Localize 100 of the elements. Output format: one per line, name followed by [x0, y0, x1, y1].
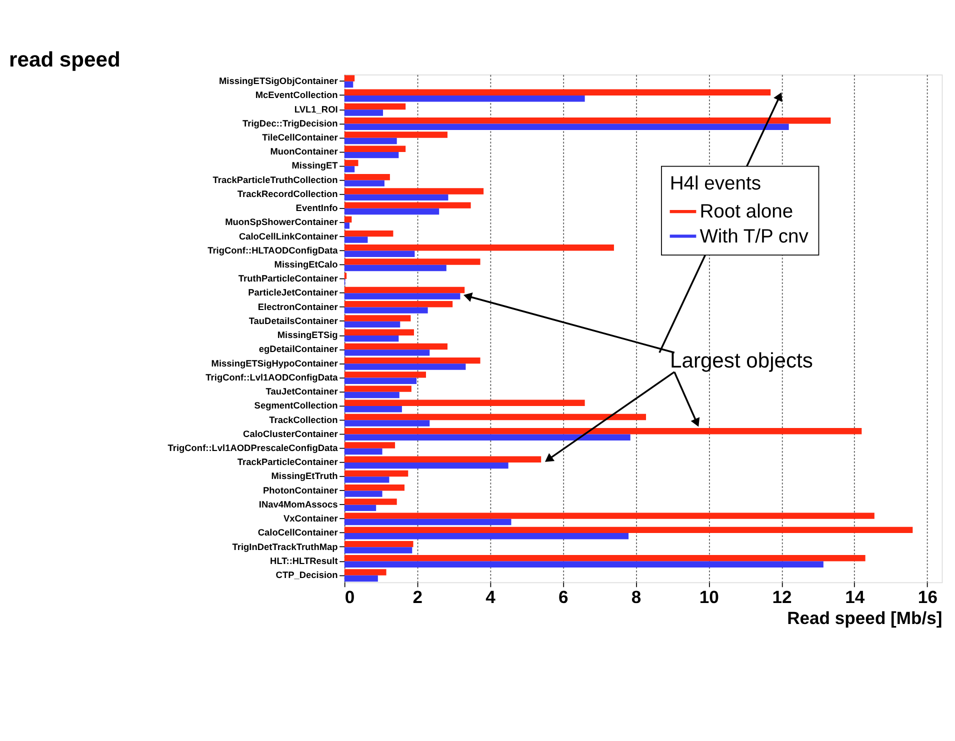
y-tick-label: TrackParticleContainer [237, 457, 338, 468]
bar [344, 400, 585, 406]
bar [344, 561, 824, 568]
bar [344, 569, 386, 576]
bar [344, 512, 874, 519]
y-tick-label: TrigConf::HLTAODConfigData [208, 245, 339, 256]
y-tick-label: MissingETSigObjContainer [218, 76, 338, 86]
bar [344, 103, 406, 110]
bar [344, 286, 465, 294]
bar [344, 406, 402, 412]
y-tick-label: CaloCellLinkContainer [238, 231, 338, 242]
bar [344, 250, 415, 257]
y-tick-label: CaloClusterContainer [243, 428, 338, 439]
bar [344, 160, 358, 166]
y-tick-label: MuonSpShowerContainer [225, 217, 338, 228]
bar [344, 504, 376, 512]
bar [344, 540, 414, 548]
bar [344, 526, 913, 534]
bar [344, 216, 352, 223]
bar [344, 293, 460, 300]
bar [344, 89, 771, 96]
bar [344, 420, 430, 426]
bar [344, 194, 448, 201]
y-tick-label: TileCellContainer [262, 132, 338, 142]
bar [344, 146, 406, 152]
y-tick-label: TrigInDetTrackTruthMap [232, 542, 338, 552]
bar [344, 518, 512, 526]
x-tick-label: 8 [631, 586, 642, 607]
bar [344, 434, 630, 440]
bar [344, 166, 355, 172]
y-tick-label: egDetailContainer [258, 344, 338, 354]
y-tick-label: CaloCellContainer [258, 528, 338, 538]
bar [344, 350, 430, 356]
x-axis-title: Read speed [Mb/s] [787, 608, 942, 628]
x-tick-label: 6 [558, 586, 569, 607]
bar [344, 75, 355, 82]
bar [344, 470, 408, 477]
bar [344, 498, 397, 505]
y-tick-label: PhotonContainer [263, 485, 338, 496]
y-tick-label: SegmentCollection [254, 400, 338, 411]
bar [344, 152, 399, 158]
bar [344, 392, 400, 398]
y-tick-label: TrackRecordCollection [237, 188, 338, 199]
bar [344, 329, 414, 336]
bar [344, 307, 428, 314]
bar [344, 258, 480, 265]
bar [344, 357, 480, 364]
bar [344, 202, 471, 208]
x-tick-label: 16 [918, 586, 938, 607]
bar [344, 244, 614, 251]
y-tick-label: ElectronContainer [258, 302, 338, 312]
bar [344, 386, 412, 392]
y-tick-label: TruthParticleContainer [238, 274, 338, 284]
legend-title: H4l events [670, 174, 762, 195]
bar [344, 138, 397, 144]
x-tick-label: 10 [699, 586, 720, 607]
y-tick-label: MissingETSigHypoContainer [211, 358, 338, 368]
bar [344, 208, 440, 215]
y-tick-label: TrigConf::Lvl1AODPrescaleConfigData [168, 443, 339, 453]
x-tick-label: 14 [845, 586, 865, 607]
bar [344, 533, 629, 540]
legend-label: With T/P cnv [700, 226, 809, 248]
bar [344, 456, 542, 462]
bar [344, 555, 866, 562]
bar [344, 484, 405, 491]
bar [344, 547, 412, 554]
y-tick-label: VxContainer [283, 514, 338, 524]
bar [344, 490, 382, 497]
bar [344, 343, 448, 350]
bar [344, 96, 585, 102]
bar [344, 335, 399, 342]
y-tick-label: INav4MomAssocs [258, 499, 338, 510]
bar [344, 180, 384, 186]
text: read speed [9, 48, 120, 72]
bar [344, 264, 446, 272]
bar [344, 476, 390, 483]
y-tick-label: HLT::HLTResult [270, 556, 338, 566]
y-tick-label: McEventCollection [255, 90, 338, 100]
bar [344, 428, 862, 434]
bar [344, 81, 354, 88]
bar [344, 188, 484, 194]
y-tick-label: TrigConf::Lvl1AODConfigData [206, 372, 339, 382]
y-tick-label: TrigDec::TrigDecision [242, 118, 338, 128]
bar [344, 442, 396, 448]
x-tick-label: 4 [486, 586, 496, 607]
bar [344, 118, 831, 124]
y-tick-label: MissingEtCalo [274, 260, 338, 270]
bar [344, 462, 508, 469]
bar [344, 132, 448, 138]
y-tick-label: MissingEtTruth [271, 471, 338, 482]
bar [344, 315, 411, 322]
y-tick-label: TauDetailsContainer [248, 316, 338, 326]
y-tick-label: TrackCollection [269, 414, 338, 425]
annotation: Largest objects [670, 350, 813, 373]
bar [344, 364, 466, 370]
x-tick-label: 2 [412, 586, 423, 607]
bar [344, 575, 378, 582]
bar [344, 124, 789, 130]
bar [344, 174, 390, 180]
x-tick-label: 12 [772, 586, 792, 607]
